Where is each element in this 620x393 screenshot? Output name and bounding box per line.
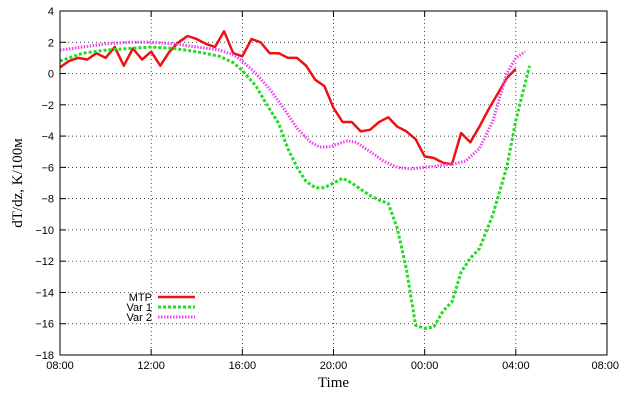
- legend-label: Var 1: [127, 302, 152, 314]
- series-lines: [59, 30, 531, 330]
- plot-frame: [59, 10, 608, 356]
- y-tick-label: −12: [35, 256, 54, 268]
- series-line-3: [59, 40, 526, 171]
- y-tick-label: 4: [48, 6, 54, 18]
- x-tick-label: 16:00: [229, 360, 257, 372]
- x-tick-label: 08:00: [591, 360, 619, 372]
- y-tick-label: −16: [35, 319, 54, 331]
- y-tick-label: −18: [35, 350, 54, 362]
- y-tick-label: −4: [41, 131, 54, 143]
- y-tick-label: −8: [41, 194, 54, 206]
- series-line-2: [59, 45, 531, 330]
- y-tick-label: 0: [48, 69, 54, 81]
- y-tick-label: −6: [41, 162, 54, 174]
- y-tick-label: −10: [35, 225, 54, 237]
- x-tick-label: 04:00: [502, 360, 530, 372]
- series-line-1: [59, 30, 517, 166]
- x-tick-label: 12:00: [137, 360, 165, 372]
- y-tick-label: −2: [41, 100, 54, 112]
- y-tick-label: 2: [48, 37, 54, 49]
- x-tick-label: 20:00: [320, 360, 348, 372]
- x-tick-label: 08:00: [46, 360, 74, 372]
- x-axis-title: Time: [318, 375, 349, 391]
- x-tick-label: 00:00: [411, 360, 439, 372]
- y-axis-title: dT/dz, K/100м: [10, 138, 26, 228]
- y-tick-label: −14: [35, 287, 54, 299]
- legend-label: Var 2: [127, 312, 152, 324]
- legend-label: MTP: [129, 292, 152, 304]
